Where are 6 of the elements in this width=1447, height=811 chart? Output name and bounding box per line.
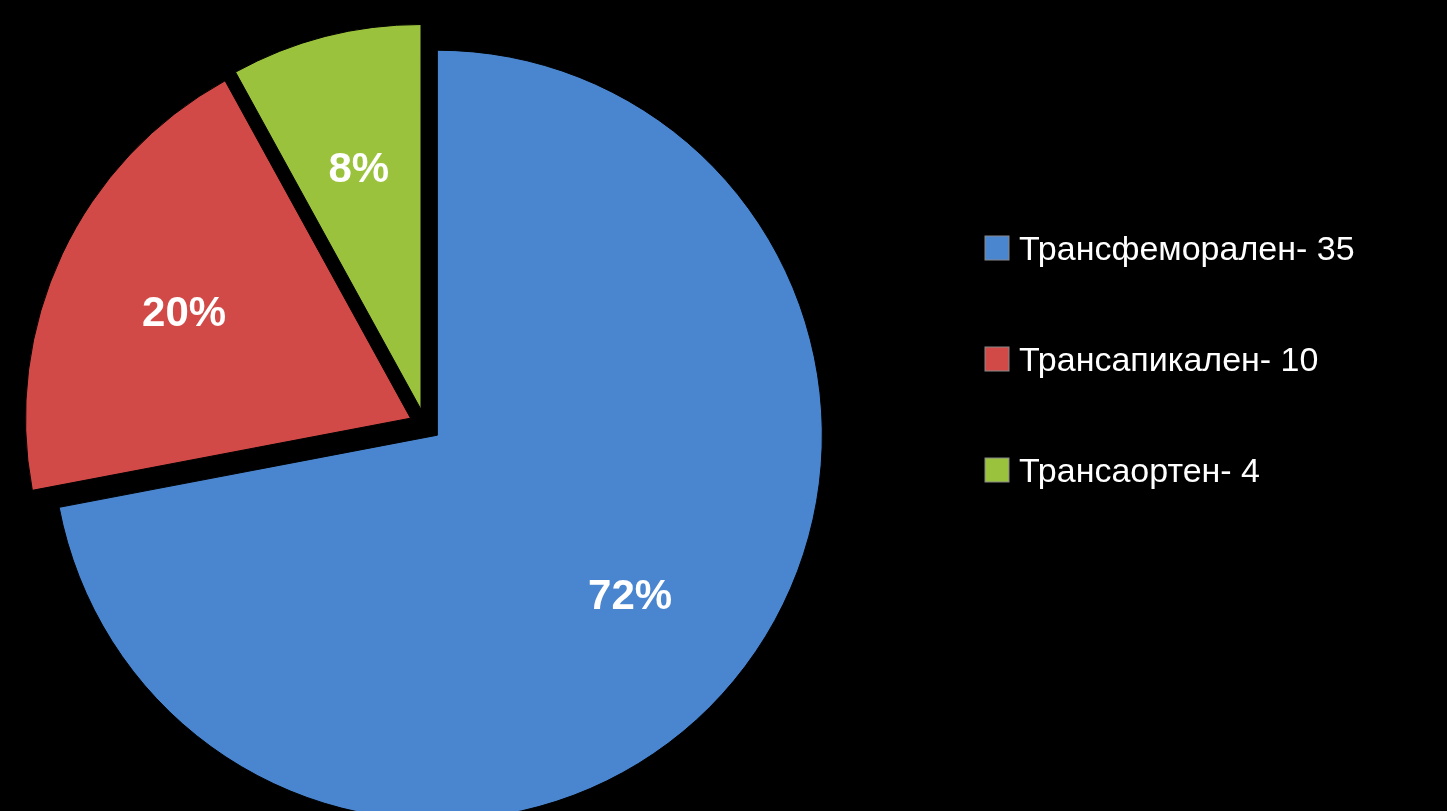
legend-label: Трансапикален- 10: [1019, 340, 1319, 378]
data-label: 72%: [588, 571, 673, 619]
legend-label: Трансфеморален- 35: [1019, 229, 1355, 267]
legend-label: Трансаортен- 4: [1019, 451, 1260, 489]
data-label: 8%: [328, 143, 390, 191]
data-label: 20%: [142, 288, 227, 336]
